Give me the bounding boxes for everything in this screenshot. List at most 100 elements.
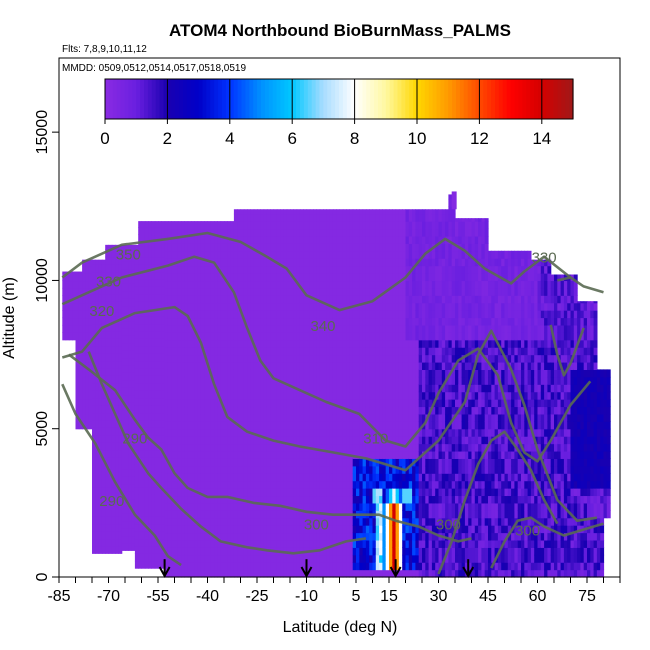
heat-cell — [273, 332, 278, 341]
heat-cell — [75, 310, 80, 319]
heat-cell — [92, 271, 96, 280]
heat-cell — [125, 335, 129, 344]
heat-cell — [240, 317, 245, 326]
heat-cell — [233, 391, 238, 400]
heat-cell — [105, 308, 110, 317]
heat-cell — [405, 376, 410, 385]
heat-cell — [217, 347, 222, 356]
heat-cell — [332, 495, 337, 504]
heat-cell — [336, 369, 341, 378]
heat-cell — [128, 468, 133, 477]
heat-cell — [395, 221, 400, 230]
heat-cell — [250, 265, 255, 274]
heat-cell — [187, 287, 192, 296]
heat-cell — [260, 384, 265, 393]
heat-cell — [389, 273, 393, 282]
heat-cell — [352, 258, 357, 267]
heat-cell — [369, 347, 374, 356]
heat-cell — [194, 228, 199, 237]
heat-cell — [78, 332, 83, 341]
heat-cell — [131, 416, 136, 425]
heat-cell — [237, 354, 242, 363]
heat-cell — [191, 562, 195, 571]
heat-cell — [313, 517, 317, 526]
heat-cell — [336, 384, 341, 393]
heat-cell — [346, 376, 350, 385]
heat-cell — [385, 384, 390, 393]
heat-cell — [217, 228, 222, 237]
heat-cell — [336, 310, 341, 319]
heat-cell — [194, 569, 199, 578]
heat-cell — [385, 421, 390, 430]
heat-cell — [392, 539, 397, 548]
heat-cell — [187, 421, 192, 430]
heat-cell — [422, 539, 426, 548]
heat-cell — [230, 443, 235, 452]
heat-cell — [247, 495, 251, 504]
heat-cell — [323, 428, 327, 437]
heat-cell — [385, 221, 390, 230]
heat-cell — [329, 562, 334, 571]
heat-cell — [379, 332, 383, 341]
heat-cell — [118, 323, 123, 332]
heat-cell — [224, 473, 228, 482]
heat-cell — [402, 428, 407, 437]
heat-cell — [174, 228, 179, 237]
heat-cell — [134, 330, 139, 339]
heat-cell — [181, 406, 185, 415]
heat-cell — [356, 399, 360, 408]
heat-cell — [250, 465, 255, 474]
heat-cell — [398, 399, 403, 408]
heat-cell — [197, 273, 202, 282]
heat-cell — [134, 545, 139, 554]
heat-cell — [283, 376, 288, 385]
heat-cell — [65, 324, 70, 333]
heat-cell — [167, 399, 172, 408]
heat-cell — [290, 502, 294, 511]
heat-cell — [309, 332, 314, 341]
heat-cell — [395, 250, 400, 259]
heat-cell — [296, 332, 301, 341]
heat-cell — [204, 532, 209, 541]
heat-cell — [220, 384, 225, 393]
heat-cell — [306, 317, 311, 326]
heat-cell — [224, 332, 228, 341]
heat-cell — [253, 421, 258, 430]
heat-cell — [121, 394, 126, 403]
heat-cell — [224, 228, 228, 237]
heat-cell — [118, 531, 123, 540]
heat-cell — [233, 280, 238, 289]
heat-cell — [105, 375, 110, 384]
heat-cell — [408, 569, 413, 578]
heat-cell — [82, 376, 86, 385]
heat-cell — [230, 488, 235, 497]
heat-cell — [316, 324, 321, 333]
heat-cell — [233, 265, 238, 274]
heat-cell — [151, 256, 156, 265]
heat-cell — [415, 495, 420, 504]
heat-cell — [217, 324, 222, 333]
heat-cell — [257, 421, 261, 430]
heat-cell — [194, 287, 199, 296]
heat-cell — [356, 495, 360, 504]
heat-cell — [164, 302, 169, 311]
heat-cell — [128, 483, 133, 492]
heat-cell — [118, 442, 123, 451]
heat-cell — [293, 339, 298, 348]
heat-cell — [266, 428, 271, 437]
heat-cell — [115, 486, 119, 495]
heat-cell — [210, 413, 215, 422]
heat-cell — [134, 293, 139, 302]
heat-cell — [379, 258, 383, 267]
heat-cell — [247, 287, 251, 296]
heat-cell — [352, 421, 357, 430]
heat-cell — [389, 228, 393, 237]
heat-cell — [253, 324, 258, 333]
heat-cell — [385, 547, 390, 556]
heat-cell — [151, 345, 156, 354]
heat-cell — [220, 488, 225, 497]
heat-cell — [243, 443, 248, 452]
heat-cell — [260, 228, 265, 237]
heat-cell — [177, 287, 182, 296]
heat-cell — [207, 510, 212, 519]
